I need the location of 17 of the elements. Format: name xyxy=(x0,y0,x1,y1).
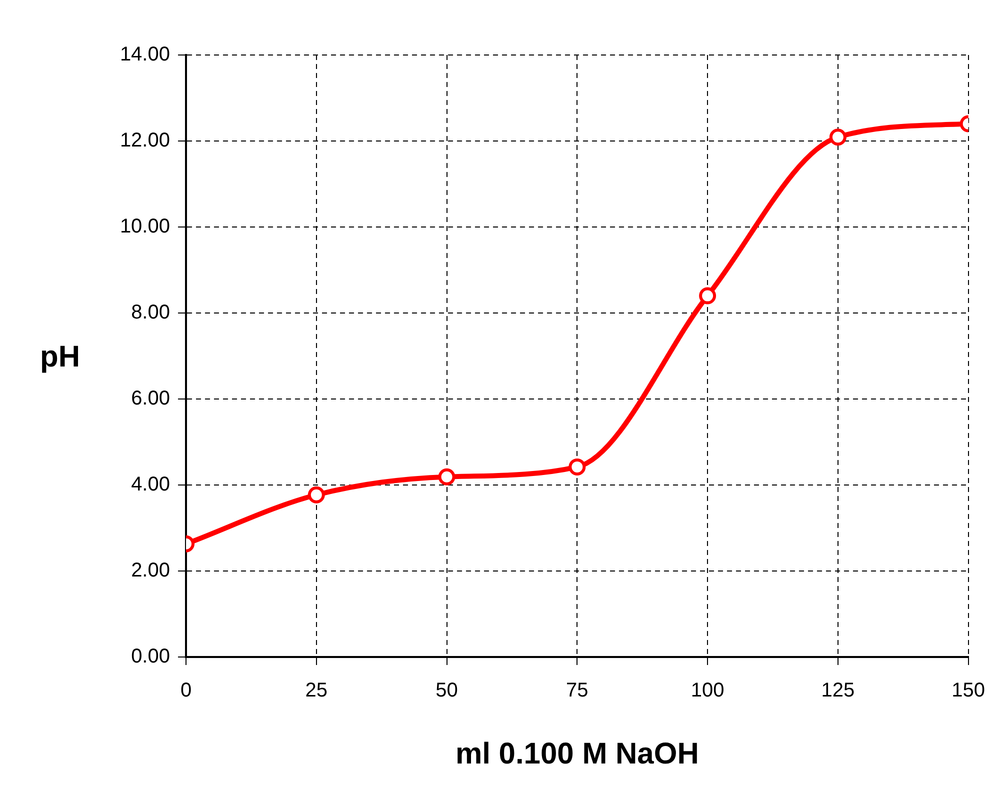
x-tick-label: 75 xyxy=(566,680,588,702)
y-axis-title: pH xyxy=(40,340,80,374)
x-tick-label: 25 xyxy=(305,680,328,702)
x-tick-label: 50 xyxy=(436,680,458,702)
y-tick-label: 4.00 xyxy=(131,474,170,496)
x-tick-label: 150 xyxy=(952,680,986,702)
x-tick-label: 125 xyxy=(821,680,855,702)
y-tick-label: 10.00 xyxy=(120,216,170,238)
y-tick-label: 6.00 xyxy=(131,388,170,410)
y-tick-label: 0.00 xyxy=(131,646,170,668)
y-tick-label: 14.00 xyxy=(120,44,170,66)
x-tick-label: 0 xyxy=(180,680,192,702)
x-axis-title: ml 0.100 M NaOH xyxy=(455,737,699,770)
y-tick-label: 12.00 xyxy=(120,130,170,152)
y-tick-label: 2.00 xyxy=(131,560,170,582)
x-tick-label: 100 xyxy=(690,680,724,702)
y-tick-label: 8.00 xyxy=(131,302,170,324)
